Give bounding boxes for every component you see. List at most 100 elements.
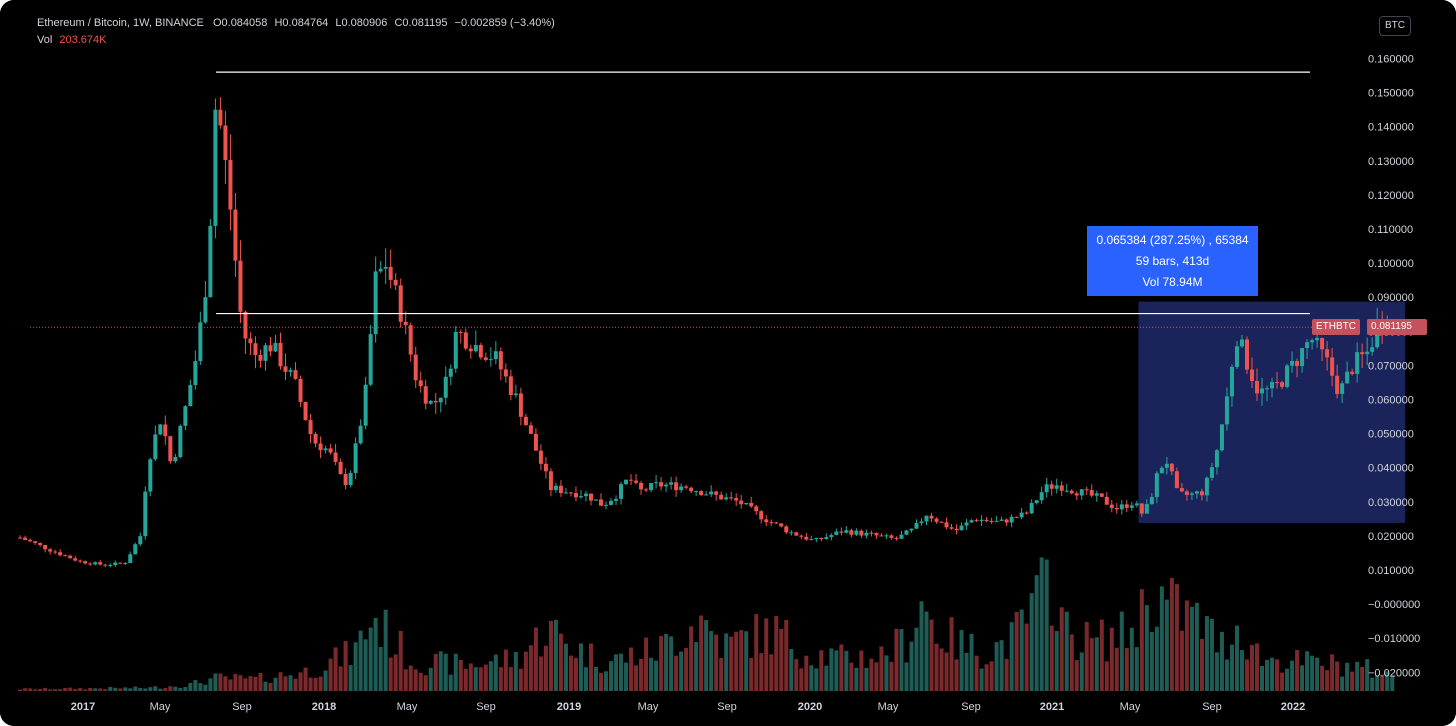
- candle-body: [113, 562, 118, 566]
- y-tick-label: 0.030000: [1368, 497, 1414, 509]
- candle-body: [899, 534, 904, 539]
- volume-bar: [473, 667, 478, 691]
- volume-bar: [884, 655, 889, 691]
- volume-bar: [543, 645, 548, 691]
- candle-body: [909, 528, 914, 531]
- volume-label[interactable]: Vol: [37, 34, 53, 46]
- volume-bar: [949, 617, 954, 691]
- candle-body: [769, 522, 774, 524]
- volume-bar: [619, 653, 624, 691]
- volume-bar: [238, 675, 243, 691]
- candle-body: [273, 342, 278, 352]
- volume-bar: [1385, 671, 1390, 691]
- volume-bar: [313, 677, 318, 691]
- volume-bar: [924, 611, 929, 691]
- volume-bar: [563, 643, 568, 691]
- volume-bar: [528, 645, 533, 691]
- candle-body: [684, 486, 689, 488]
- volume-bar: [814, 668, 819, 691]
- volume-bar: [598, 672, 603, 691]
- candle-body: [368, 334, 373, 385]
- volume-bar: [68, 687, 73, 691]
- candle-body: [624, 479, 629, 485]
- volume-bar: [969, 633, 974, 691]
- candle-body: [153, 434, 158, 460]
- candle-body: [98, 562, 103, 565]
- candle-body: [103, 564, 108, 566]
- candle-body: [193, 361, 198, 386]
- volume-bar: [1084, 621, 1089, 691]
- symbol-title[interactable]: Ethereum / Bitcoin, 1W, BINANCE: [37, 17, 204, 29]
- volume-bar: [714, 634, 719, 691]
- candle-body: [283, 366, 288, 372]
- volume-bar: [498, 667, 503, 691]
- volume-bar: [1149, 631, 1154, 691]
- candle-body: [423, 386, 428, 404]
- candle-body: [1069, 490, 1074, 494]
- currency-button[interactable]: BTC: [1379, 16, 1411, 36]
- candle-body: [408, 325, 413, 355]
- candle-body: [313, 434, 318, 444]
- candle-body: [518, 393, 523, 417]
- volume-bar: [754, 614, 759, 691]
- candle-body: [679, 486, 684, 491]
- volume-bar: [1295, 649, 1300, 691]
- candle-body: [1039, 492, 1044, 501]
- volume-bar: [854, 667, 859, 691]
- volume-bar: [1104, 661, 1109, 691]
- volume-bar: [654, 660, 659, 691]
- volume-bar: [1184, 600, 1189, 691]
- candle-body: [1229, 366, 1234, 397]
- volume-bar: [864, 667, 869, 691]
- candle-body: [108, 565, 113, 567]
- volume-bar: [1219, 631, 1224, 691]
- volume-bar: [844, 650, 849, 691]
- candle-body: [338, 461, 343, 475]
- volume-bar: [694, 642, 699, 691]
- volume-bar: [173, 686, 178, 691]
- volume-bar: [1239, 650, 1244, 691]
- volume-bar: [58, 689, 63, 691]
- volume-bar: [398, 630, 403, 691]
- candle-body: [1204, 477, 1209, 496]
- candle-body: [649, 483, 654, 491]
- x-tick-label: 2022: [1281, 701, 1305, 713]
- candle-body: [1209, 467, 1214, 478]
- high-value: 0.084764: [282, 17, 329, 29]
- volume-bar: [1189, 606, 1194, 691]
- volume-bar: [889, 661, 894, 691]
- candle-body: [553, 485, 558, 491]
- candle-body: [123, 563, 128, 565]
- candle-body: [158, 424, 163, 435]
- candle-body: [1144, 504, 1149, 514]
- candle-body: [428, 401, 433, 404]
- volume-bar: [1114, 647, 1119, 691]
- candle-body: [1305, 342, 1310, 348]
- candle-body: [318, 443, 323, 451]
- y-tick-label: 0.150000: [1368, 88, 1414, 100]
- candle-body: [819, 537, 824, 539]
- candle-body: [974, 520, 979, 522]
- candle-body: [248, 338, 253, 344]
- candle-body: [588, 493, 593, 501]
- candle-body: [654, 482, 659, 484]
- measure-range-box[interactable]: [1138, 301, 1405, 523]
- candle-body: [328, 448, 333, 453]
- volume-bar: [258, 673, 263, 691]
- candle-body: [849, 530, 854, 535]
- candle-body: [28, 539, 33, 542]
- volume-bar: [1109, 627, 1114, 691]
- candle-body: [308, 420, 313, 435]
- candle-body: [23, 537, 28, 540]
- candle-body: [453, 331, 458, 369]
- candle-body: [744, 502, 749, 505]
- volume-bar: [1199, 638, 1204, 691]
- volume-bar: [388, 657, 393, 691]
- volume-bar: [1129, 627, 1134, 691]
- candle-body: [904, 530, 909, 535]
- volume-bar: [914, 627, 919, 691]
- volume-bar: [1004, 659, 1009, 691]
- candle-body: [944, 522, 949, 528]
- volume-bar: [63, 688, 68, 691]
